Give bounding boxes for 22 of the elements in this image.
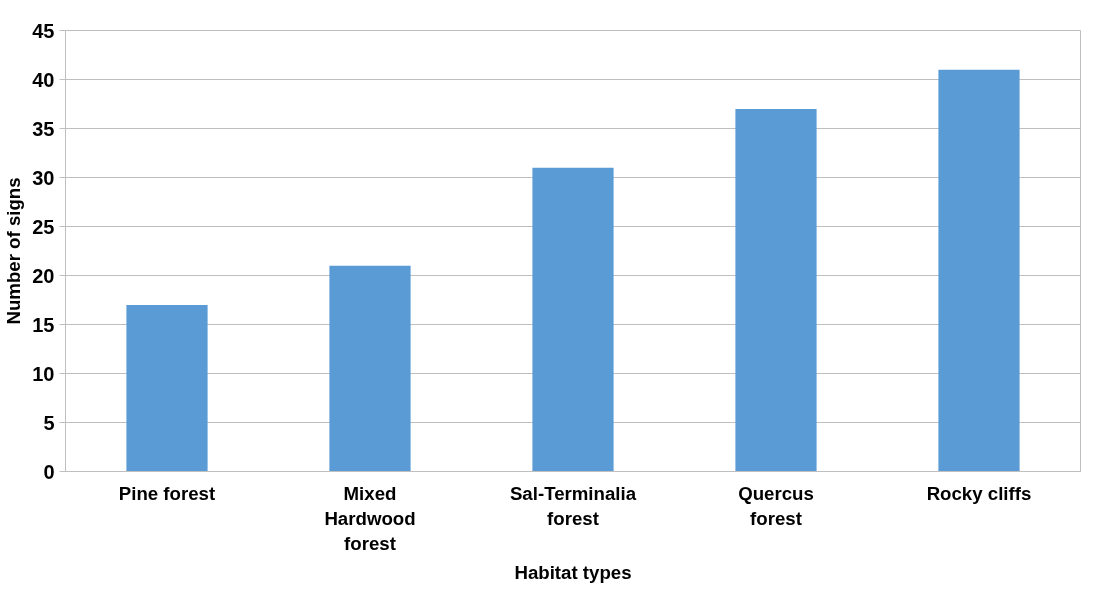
y-tick-label: 30: [32, 166, 55, 189]
bar: [532, 167, 614, 472]
y-tick-label: 10: [32, 362, 55, 385]
bar: [329, 265, 411, 472]
x-tick-label: Rocky cliffs: [926, 482, 1032, 504]
y-tick-label: 45: [32, 19, 55, 42]
x-tick-label: Pine forest: [118, 482, 216, 504]
y-tick-label: 35: [32, 117, 55, 140]
y-tick-label: 5: [43, 411, 55, 434]
y-tick-label: 25: [32, 215, 55, 238]
x-tick-label: Quercus forest: [738, 482, 814, 529]
y-tick-label: 0: [43, 460, 55, 483]
x-tick-label: Mixed Hardwood forest: [324, 482, 416, 554]
x-tick-label: Sal-Terminalia forest: [509, 482, 637, 529]
x-axis-title: Habitat types: [514, 561, 632, 583]
y-tick-label: 20: [32, 264, 55, 287]
y-tick-label: 15: [32, 313, 55, 336]
y-tick-label: 40: [32, 68, 55, 91]
bar: [126, 304, 208, 472]
bar: [938, 69, 1020, 472]
bar: [735, 108, 817, 472]
y-axis-title: Number of signs: [3, 177, 25, 325]
